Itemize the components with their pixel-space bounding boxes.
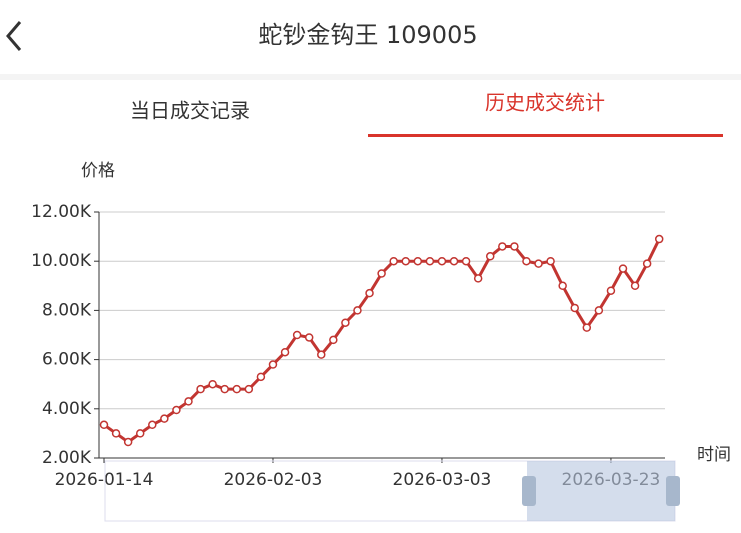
point <box>365 288 374 298</box>
tab-active[interactable]: 历史成交统计 <box>485 91 605 115</box>
zoom-window[interactable] <box>527 461 675 521</box>
y-tick-label: 10.00K <box>31 251 92 271</box>
point <box>111 429 121 438</box>
point <box>317 350 326 359</box>
point <box>642 259 652 268</box>
y-tick-label: 12.00K <box>31 202 92 222</box>
point <box>123 437 133 447</box>
point <box>654 234 664 244</box>
point <box>449 256 459 266</box>
point <box>160 414 169 423</box>
point <box>304 333 314 342</box>
point <box>256 372 266 382</box>
page-title: 蛇钞金钩王 109005 <box>258 21 477 49</box>
tab-underline <box>368 134 723 137</box>
data-zoom[interactable] <box>104 460 680 522</box>
point <box>377 269 386 278</box>
point <box>606 286 616 295</box>
point <box>437 256 447 266</box>
point <box>461 256 471 266</box>
tab[interactable]: 当日成交记录 <box>130 99 250 123</box>
x-tick-label: 2026-03-03 <box>393 470 492 490</box>
point <box>353 306 362 315</box>
x-tick-label: 2026-01-14 <box>55 470 154 490</box>
point <box>498 242 507 251</box>
x-tick-label: 2026-02-03 <box>224 470 323 490</box>
header <box>0 0 741 74</box>
y-tick-label: 8.00K <box>42 300 92 320</box>
point <box>292 330 302 340</box>
point <box>618 264 628 273</box>
point <box>401 256 410 266</box>
y-tick-label: 6.00K <box>42 350 92 370</box>
point <box>232 384 242 394</box>
zoom-handle[interactable] <box>522 476 536 506</box>
point <box>172 405 181 415</box>
point <box>244 384 254 394</box>
point <box>510 242 519 251</box>
point <box>594 306 604 315</box>
point <box>473 274 483 283</box>
zoom-handle[interactable] <box>666 476 680 506</box>
chart: 价格 时间 2.00K 4.00K 6.00K 8.00K 10.00K 12.00K 20… <box>31 161 731 490</box>
point <box>546 256 555 266</box>
point <box>485 252 495 261</box>
point <box>184 397 193 406</box>
y-axis-label: 价格 <box>81 161 115 181</box>
point <box>341 318 350 327</box>
point <box>220 384 229 394</box>
point <box>135 429 145 438</box>
point <box>534 259 543 268</box>
point <box>582 323 592 332</box>
point <box>558 281 567 291</box>
x-axis-label: 时间 <box>697 445 731 465</box>
back-button[interactable] <box>6 21 22 51</box>
separator <box>0 74 741 80</box>
point <box>329 335 338 345</box>
point <box>413 256 423 266</box>
point <box>268 360 278 369</box>
point <box>99 420 109 430</box>
point <box>389 256 398 266</box>
point <box>630 281 640 291</box>
y-tick-label: 2.00K <box>42 448 92 468</box>
point <box>522 256 531 266</box>
point <box>148 420 157 430</box>
point <box>570 303 579 313</box>
point <box>196 384 205 394</box>
point <box>208 379 217 389</box>
point <box>280 347 290 357</box>
y-tick-label: 4.00K <box>42 399 92 419</box>
point <box>425 256 435 266</box>
